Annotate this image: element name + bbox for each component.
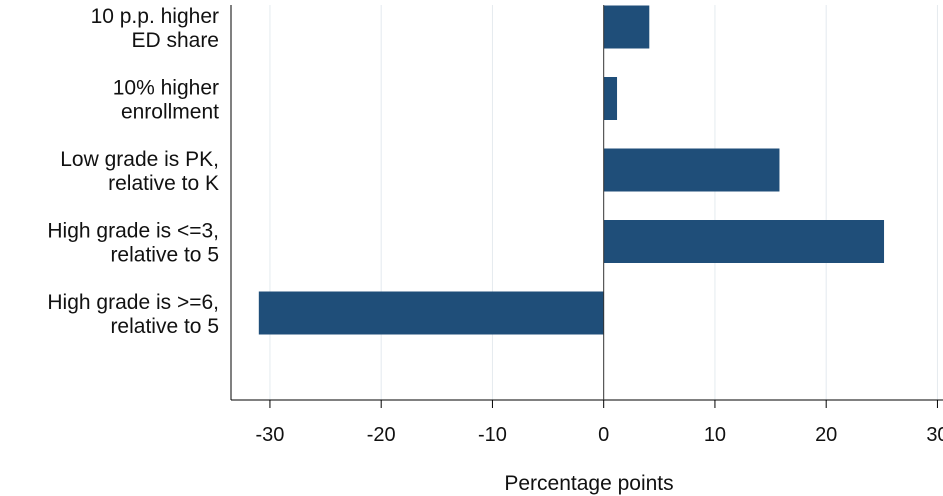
x-tick-label: -30: [255, 424, 284, 446]
x-tick-label: 0: [598, 424, 609, 446]
x-axis-label: Percentage points: [504, 472, 673, 495]
axes: [230, 5, 943, 408]
category-label: High grade is <=3, relative to 5: [47, 220, 219, 267]
category-labels: 10 p.p. higher ED share 10% higher enrollme…: [47, 5, 219, 338]
bar: [603, 220, 885, 263]
bar: [603, 77, 618, 120]
bar: [603, 5, 650, 49]
x-tick-label: 10: [704, 424, 726, 446]
category-label: 10 p.p. higher ED share: [91, 5, 219, 52]
bar: [258, 291, 604, 335]
x-tick-label: 20: [815, 424, 837, 446]
x-tick-label: 30: [926, 424, 943, 446]
bars: [258, 5, 885, 335]
x-tick-labels: -30 -20 -10 0 10 20 30: [255, 424, 943, 446]
category-label: Low grade is PK, relative to K: [60, 148, 219, 195]
x-tick-label: -10: [478, 424, 507, 446]
category-label: High grade is >=6, relative to 5: [47, 291, 219, 338]
category-label: 10% higher enrollment: [113, 77, 219, 124]
x-tick-label: -20: [367, 424, 396, 446]
bar: [603, 148, 780, 192]
